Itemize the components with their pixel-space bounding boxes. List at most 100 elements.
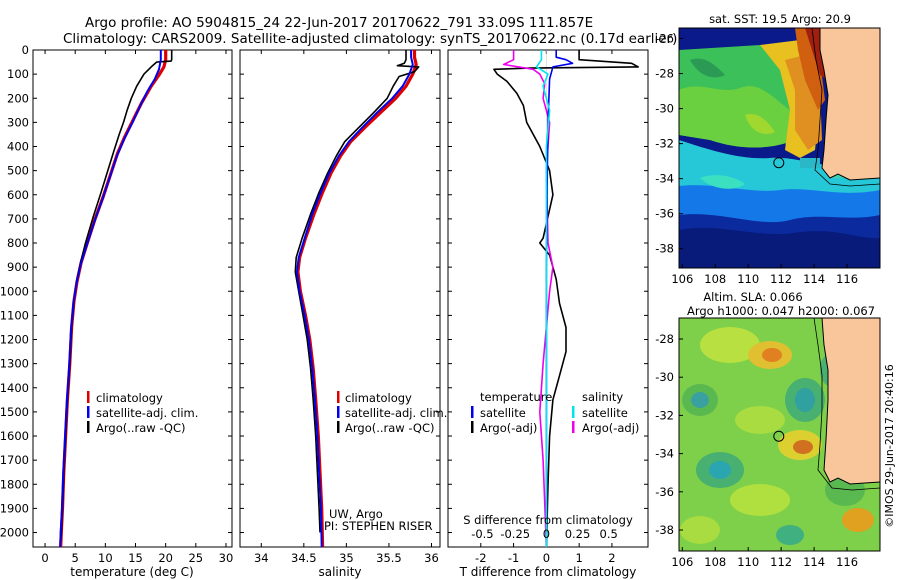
salinity-xtick-label: 34.5 [291, 551, 317, 565]
sla-map-title-1: Altim. SLA: 0.066 [703, 290, 802, 304]
sst-map-frame [678, 27, 881, 269]
temperature-axes-frame [32, 49, 233, 548]
depth-tick-label: 700 [7, 212, 29, 226]
salinity-difference-tick-label: -0.5 [471, 527, 493, 541]
salinity-difference-tick-label: 0 [543, 527, 550, 541]
depth-tick-label: 400 [7, 140, 29, 154]
difference-legend-temp-satellite: satellite [480, 406, 526, 420]
sst-map-ytick-label: -36 [655, 207, 674, 221]
sla-map-ytick-label: -36 [655, 485, 674, 499]
difference-legend-swatch-sal-argo [572, 421, 575, 433]
temperature-legend: climatology satellite-adj. clim. Argo(..… [87, 391, 198, 435]
salinity-legend-climatology: climatology [345, 391, 412, 405]
sla-map-x-ticks: 106 108 110 112 114 116 [671, 547, 858, 569]
temperature-xtick-label: 25 [188, 551, 203, 565]
sla-map-ytick-label: -34 [655, 447, 674, 461]
depth-tick-label: 200 [7, 91, 29, 105]
salinity-difference-tick-labels: -0.5 -0.25 0 0.25 0.5 [471, 527, 618, 541]
header-line-2: Climatology: CARS2009. Satellite-adjuste… [63, 31, 677, 47]
difference-legend: temperature satellite Argo(-adj) salinit… [471, 390, 639, 435]
salinity-difference-satellite-line [535, 50, 551, 547]
sst-map-field [679, 28, 880, 268]
depth-tick-label: 1800 [0, 477, 29, 491]
difference-legend-sal-satellite: satellite [582, 406, 628, 420]
difference-legend-temp-head: temperature [480, 390, 552, 404]
sla-map: Altim. SLA: 0.066 Argo h1000: 0.047 h200… [655, 290, 881, 569]
sla-map-frame [678, 317, 881, 552]
salinity-legend-swatch-argo [337, 421, 340, 433]
salinity-difference-tick-label: -0.25 [500, 527, 530, 541]
sla-map-xtick-label: 112 [770, 555, 792, 569]
sst-map-xtick-label: 116 [836, 272, 858, 286]
depth-tick-label: 600 [7, 188, 29, 202]
depth-tick-label: 1200 [0, 333, 29, 347]
temperature-xtick-label: 15 [128, 551, 143, 565]
difference-panel: -2 -1 0 1 2 -0.5 -0.25 0 0.25 0.5 S difference f… [447, 49, 649, 579]
header-line-1: Argo profile: AO 5904815_24 22-Jun-2017 … [85, 15, 593, 31]
salinity-legend-satellite: satellite-adj. clim. [345, 406, 447, 420]
sst-map-x-ticks: 106 108 110 112 114 116 [671, 264, 858, 286]
difference-xtick-label: -1 [508, 551, 519, 565]
salinity-x-ticks: 34 34.5 35 35.5 36 [254, 50, 439, 565]
difference-lines [493, 50, 639, 547]
difference-legend-sal-head: salinity [582, 390, 623, 404]
salinity-credit-pi: PI: STEPHEN RISER [324, 519, 433, 533]
temperature-xtick-label: 30 [219, 551, 234, 565]
sst-map-xtick-label: 114 [803, 272, 825, 286]
sst-map-y-ticks: -26 -28 -30 -32 -34 -36 -38 [655, 32, 683, 256]
temperature-y-ticks: 0 100 200 300 400 500 600 700 800 900 1000 1100 1200… [0, 43, 232, 540]
sla-map-title-2: Argo h1000: 0.047 h2000: 0.067 [687, 304, 875, 318]
depth-tick-label: 800 [7, 236, 29, 250]
sst-map-ytick-label: -28 [655, 67, 674, 81]
depth-tick-label: 300 [7, 115, 29, 129]
difference-legend-swatch-sal-satellite [572, 406, 575, 418]
sla-map-xtick-label: 114 [803, 555, 825, 569]
salinity-y-ticks [240, 49, 440, 534]
depth-tick-label: 2000 [0, 526, 29, 540]
sst-map: sat. SST: 19.5 Argo: 20.9 [655, 12, 881, 286]
salinity-xtick-label: 35 [339, 551, 354, 565]
sst-map-land [819, 28, 880, 181]
difference-legend-temp-argo: Argo(-adj) [480, 421, 537, 435]
difference-xtick-label: 2 [608, 551, 615, 565]
salinity-legend-swatch-satellite [337, 406, 340, 418]
sla-map-ytick-label: -32 [655, 408, 674, 422]
sla-map-ytick-label: -28 [655, 332, 674, 346]
sst-map-ytick-label: -26 [655, 32, 674, 46]
depth-tick-label: 1600 [0, 429, 29, 443]
sla-map-ytick-label: -38 [655, 523, 674, 537]
temperature-xtick-label: 5 [72, 551, 79, 565]
sla-map-xtick-label: 106 [671, 555, 693, 569]
depth-tick-label: 1100 [0, 308, 29, 322]
temperature-legend-swatch-argo [87, 421, 90, 433]
sst-map-xtick-label: 110 [737, 272, 759, 286]
temperature-xtick-label: 20 [158, 551, 173, 565]
difference-y-ticks [448, 49, 648, 534]
sla-map-shelf-contour [813, 318, 880, 491]
sla-map-xtick-label: 108 [704, 555, 726, 569]
sla-map-ytick-label: -30 [655, 370, 674, 384]
depth-tick-label: 100 [7, 67, 29, 81]
temperature-difference-x-label: T difference from climatology [459, 565, 637, 579]
difference-legend-sal-argo: Argo(-adj) [582, 421, 639, 435]
sst-map-title: sat. SST: 19.5 Argo: 20.9 [709, 12, 851, 26]
salinity-difference-tick-label: 0.5 [600, 527, 618, 541]
salinity-difference-tick-label: 0.25 [565, 527, 591, 541]
salinity-xtick-label: 34 [254, 551, 269, 565]
depth-tick-label: 900 [7, 260, 29, 274]
sst-map-shelf-contour [811, 28, 880, 187]
salinity-profile-lines [294, 50, 420, 547]
temperature-profile-lines [59, 50, 173, 547]
salinity-xtick-label: 36 [424, 551, 439, 565]
temperature-panel: 0100200300400500600700800900100011001200… [0, 43, 233, 579]
sst-map-xtick-label: 108 [704, 272, 726, 286]
sst-map-ytick-label: -30 [655, 102, 674, 116]
sla-map-y-ticks: -28 -30 -32 -34 -36 -38 [655, 332, 683, 537]
temperature-legend-argo: Argo(..raw -QC) [96, 421, 186, 435]
depth-tick-label: 1300 [0, 357, 29, 371]
sla-map-xtick-label: 110 [737, 555, 759, 569]
sla-map-argo-marker [773, 430, 785, 442]
salinity-legend-argo: Argo(..raw -QC) [345, 421, 435, 435]
sst-map-argo-marker [773, 157, 785, 169]
